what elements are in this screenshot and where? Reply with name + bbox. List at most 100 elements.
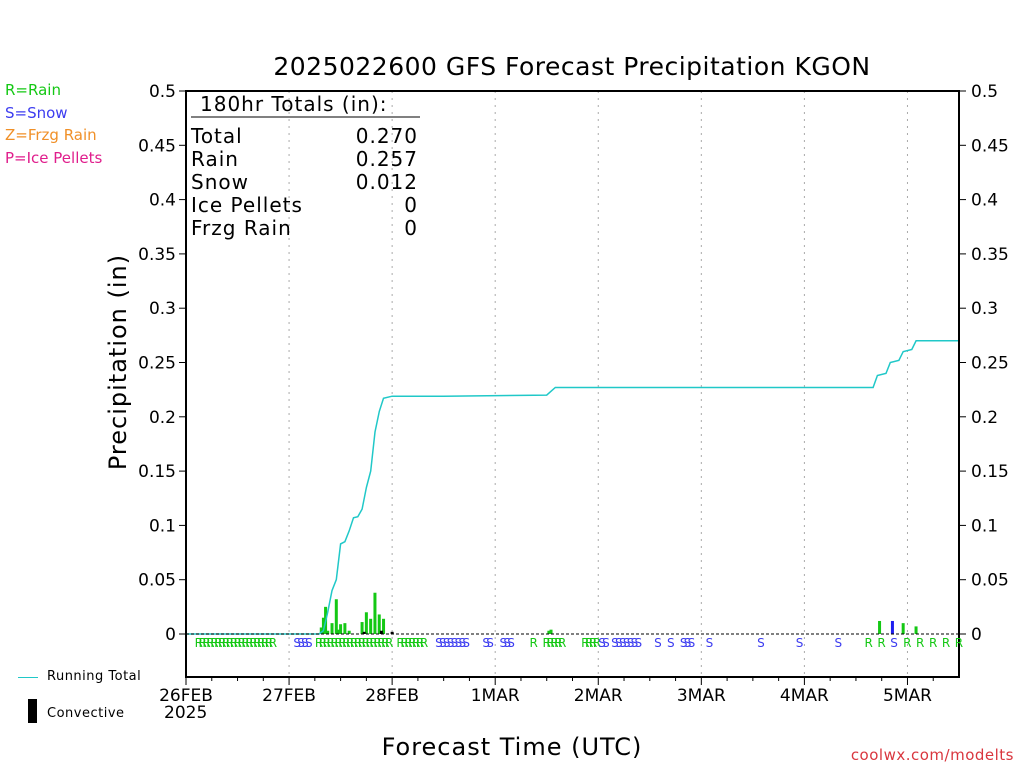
totals-row-label: Snow	[191, 170, 249, 194]
rain-marker: R	[315, 636, 323, 650]
totals-row-value: 0	[404, 193, 418, 217]
rain-bar	[373, 592, 377, 634]
rain-marker: R	[877, 636, 885, 650]
snow-marker: S	[654, 636, 662, 650]
snow-marker: S	[486, 636, 494, 650]
snow-marker: S	[297, 636, 305, 650]
y-tick-label-right: 0	[971, 625, 982, 645]
rain-bar	[377, 614, 381, 634]
rain-marker: R	[546, 636, 554, 650]
rain-bar	[914, 626, 918, 634]
snow-marker: S	[796, 636, 804, 650]
legend-rain: R=Rain	[5, 81, 61, 99]
snow-marker: S	[611, 636, 619, 650]
y-tick-label-right: 0.4	[971, 191, 998, 211]
rain-marker: R	[354, 636, 362, 650]
rain-marker: R	[903, 636, 911, 650]
rain-bar	[321, 617, 325, 634]
rain-marker: R	[585, 636, 593, 650]
rain-marker: R	[362, 636, 370, 650]
convective-bar	[390, 631, 394, 634]
rain-marker: R	[929, 636, 937, 650]
rain-marker: R	[269, 636, 277, 650]
rain-bar	[347, 630, 351, 634]
rain-marker: R	[198, 636, 206, 650]
x-tick-label: 26FEB	[159, 686, 213, 706]
snow-marker: S	[499, 636, 507, 650]
snow-marker: S	[458, 636, 466, 650]
rain-marker: R	[955, 636, 963, 650]
rain-marker: R	[222, 636, 230, 650]
rain-marker: R	[330, 636, 338, 650]
snow-marker: S	[635, 636, 643, 650]
snow-marker: S	[631, 636, 639, 650]
rain-marker: R	[589, 636, 597, 650]
snow-marker: S	[598, 636, 606, 650]
running-total-key-label: Running Total	[47, 669, 142, 684]
snow-marker: S	[667, 636, 675, 650]
rain-marker: R	[253, 636, 261, 650]
rain-marker: R	[530, 636, 538, 650]
rain-marker: R	[369, 636, 377, 650]
rain-marker: R	[554, 636, 562, 650]
rain-marker: R	[237, 636, 245, 650]
rain-marker: R	[916, 636, 924, 650]
rain-marker: R	[558, 636, 566, 650]
y-tick-label-left: 0.15	[138, 462, 176, 482]
legend-snow: S=Snow	[5, 104, 68, 122]
rain-marker: R	[412, 636, 420, 650]
rain-marker: R	[214, 636, 222, 650]
y-tick-label-right: 0.35	[971, 245, 1009, 265]
snow-marker: S	[507, 636, 515, 650]
rain-marker: R	[342, 636, 350, 650]
y-tick-label-right: 0.05	[971, 571, 1009, 591]
rain-marker: R	[327, 636, 335, 650]
snow-marker: S	[757, 636, 765, 650]
rain-marker: R	[550, 636, 558, 650]
totals-box: 180hr Totals (in): Total 0.270 Rain 0.257 Sno…	[190, 92, 420, 240]
y-tick-label-left: 0.2	[149, 408, 176, 428]
rain-marker: R	[373, 636, 381, 650]
rain-marker: R	[195, 636, 203, 650]
rain-marker: R	[942, 636, 950, 650]
totals-row-label: Ice Pellets	[191, 193, 303, 217]
x-tick-label: 5MAR	[883, 686, 932, 706]
snow-marker: S	[602, 636, 610, 650]
rain-marker: R	[420, 636, 428, 650]
chart-title: 2025022600 GFS Forecast Precipitation KG…	[273, 52, 871, 81]
rain-marker: R	[245, 636, 253, 650]
snow-marker: S	[615, 636, 623, 650]
totals-row-value: 0	[404, 216, 418, 240]
y-tick-label-right: 0.3	[971, 299, 998, 319]
rain-marker: R	[404, 636, 412, 650]
rain-marker: R	[261, 636, 269, 650]
rain-marker: R	[226, 636, 234, 650]
rain-bar	[382, 618, 386, 634]
y-tick-label-left: 0	[165, 625, 176, 645]
rain-marker: R	[323, 636, 331, 650]
rain-marker: R	[593, 636, 601, 650]
convective-bar	[379, 630, 383, 634]
rain-marker: R	[218, 636, 226, 650]
legend-ice-pellets: P=Ice Pellets	[5, 149, 103, 167]
running-total-line	[186, 340, 959, 635]
rain-bar	[330, 623, 334, 634]
x-tick-label: 1MAR	[471, 686, 520, 706]
rain-marker: R	[202, 636, 210, 650]
totals-row-value: 0.012	[356, 170, 418, 194]
rain-marker: R	[400, 636, 408, 650]
snow-marker: S	[451, 636, 459, 650]
totals-row-label: Total	[190, 124, 243, 148]
snow-marker: S	[439, 636, 447, 650]
snow-marker: S	[706, 636, 714, 650]
rain-marker: R	[241, 636, 249, 650]
y-tick-label-right: 0.5	[971, 82, 998, 102]
snow-marker: S	[305, 636, 313, 650]
rain-marker: R	[334, 636, 342, 650]
rain-marker: R	[396, 636, 404, 650]
rain-marker: R	[234, 636, 242, 650]
credit-link[interactable]: coolwx.com/modelts	[850, 746, 1014, 764]
y-tick-label-right: 0.45	[971, 136, 1009, 156]
x-tick-label: 4MAR	[780, 686, 829, 706]
